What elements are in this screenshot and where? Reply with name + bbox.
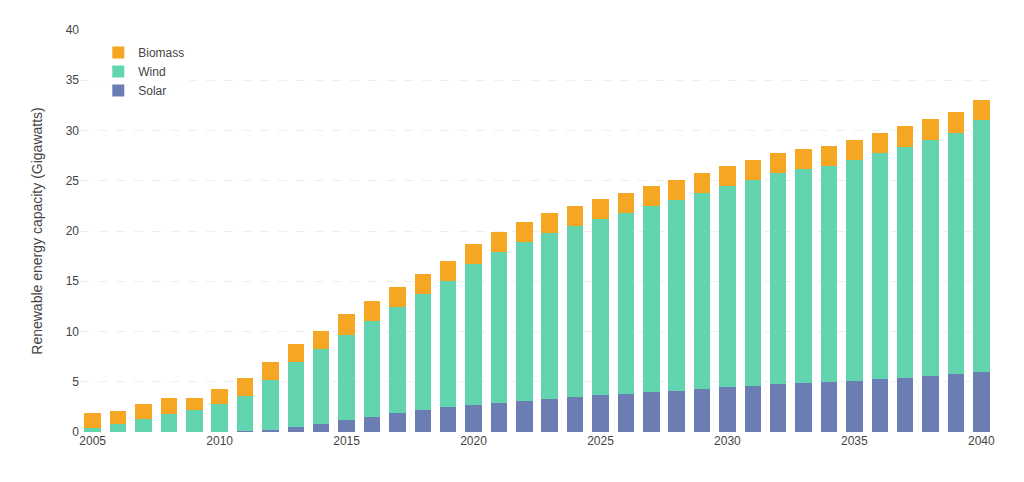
svg-text:Renewable energy capacity (Gig: Renewable energy capacity (Gigawatts) [29, 107, 45, 354]
svg-text:2040: 2040 [968, 434, 995, 448]
svg-text:2020: 2020 [460, 434, 487, 448]
svg-text:2035: 2035 [841, 434, 868, 448]
svg-text:40: 40 [66, 23, 80, 37]
svg-text:25: 25 [66, 174, 80, 188]
svg-text:2010: 2010 [206, 434, 233, 448]
svg-text:20: 20 [66, 224, 80, 238]
svg-text:2015: 2015 [333, 434, 360, 448]
svg-text:Biomass: Biomass [138, 46, 184, 60]
svg-text:2030: 2030 [714, 434, 741, 448]
svg-text:2025: 2025 [587, 434, 614, 448]
svg-text:0: 0 [72, 425, 79, 439]
svg-text:35: 35 [66, 73, 80, 87]
svg-text:15: 15 [66, 274, 80, 288]
svg-text:10: 10 [66, 325, 80, 339]
svg-text:Wind: Wind [138, 65, 165, 79]
svg-text:5: 5 [72, 375, 79, 389]
svg-text:2005: 2005 [79, 434, 106, 448]
svg-text:Solar: Solar [138, 84, 166, 98]
svg-text:30: 30 [66, 124, 80, 138]
